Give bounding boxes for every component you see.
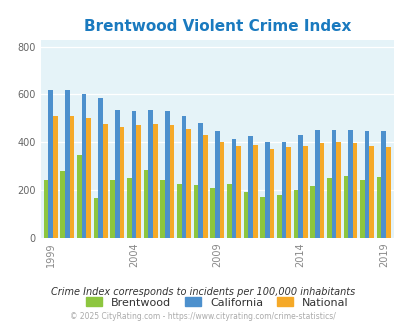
Bar xyxy=(369,146,373,238)
Bar xyxy=(243,192,247,238)
Bar xyxy=(77,155,81,238)
Bar xyxy=(160,181,164,238)
Bar xyxy=(231,139,236,238)
Bar xyxy=(343,176,347,238)
Bar xyxy=(252,145,257,238)
Bar xyxy=(143,170,148,238)
Bar xyxy=(48,90,53,238)
Bar xyxy=(331,130,335,238)
Bar xyxy=(127,178,131,238)
Bar xyxy=(226,184,231,238)
Bar xyxy=(60,171,65,238)
Bar xyxy=(131,111,136,238)
Bar xyxy=(98,98,102,238)
Bar xyxy=(53,116,58,238)
Bar xyxy=(376,177,381,238)
Bar xyxy=(177,184,181,238)
Bar xyxy=(314,130,319,238)
Bar xyxy=(302,146,307,238)
Bar xyxy=(385,147,390,238)
Bar xyxy=(219,142,224,238)
Bar xyxy=(181,116,186,238)
Bar xyxy=(153,124,157,238)
Legend: Brentwood, California, National: Brentwood, California, National xyxy=(81,293,352,312)
Bar xyxy=(169,125,174,238)
Bar xyxy=(247,136,252,238)
Bar xyxy=(193,185,198,238)
Bar xyxy=(65,90,69,238)
Bar xyxy=(381,131,385,238)
Bar xyxy=(119,127,124,238)
Bar xyxy=(136,125,141,238)
Bar xyxy=(93,198,98,238)
Bar xyxy=(276,195,281,238)
Bar xyxy=(309,186,314,238)
Bar xyxy=(364,131,369,238)
Title: Brentwood Violent Crime Index: Brentwood Violent Crime Index xyxy=(83,19,350,34)
Bar xyxy=(202,135,207,238)
Bar xyxy=(69,116,74,238)
Bar xyxy=(264,142,269,238)
Bar xyxy=(359,181,364,238)
Bar xyxy=(236,146,240,238)
Bar xyxy=(260,197,264,238)
Bar xyxy=(335,142,340,238)
Bar xyxy=(210,187,214,238)
Bar xyxy=(110,181,115,238)
Bar xyxy=(293,190,297,238)
Bar xyxy=(347,130,352,238)
Bar xyxy=(148,110,153,238)
Bar xyxy=(115,110,119,238)
Bar xyxy=(352,143,357,238)
Bar xyxy=(286,147,290,238)
Bar xyxy=(102,124,107,238)
Bar xyxy=(198,123,202,238)
Text: Crime Index corresponds to incidents per 100,000 inhabitants: Crime Index corresponds to incidents per… xyxy=(51,287,354,297)
Bar xyxy=(281,142,286,238)
Bar xyxy=(319,143,323,238)
Bar xyxy=(326,178,331,238)
Bar xyxy=(297,135,302,238)
Bar xyxy=(269,149,273,238)
Bar xyxy=(81,94,86,238)
Bar xyxy=(186,129,190,238)
Bar xyxy=(86,118,91,238)
Text: © 2025 CityRating.com - https://www.cityrating.com/crime-statistics/: © 2025 CityRating.com - https://www.city… xyxy=(70,312,335,321)
Bar xyxy=(164,111,169,238)
Bar xyxy=(43,181,48,238)
Bar xyxy=(214,131,219,238)
